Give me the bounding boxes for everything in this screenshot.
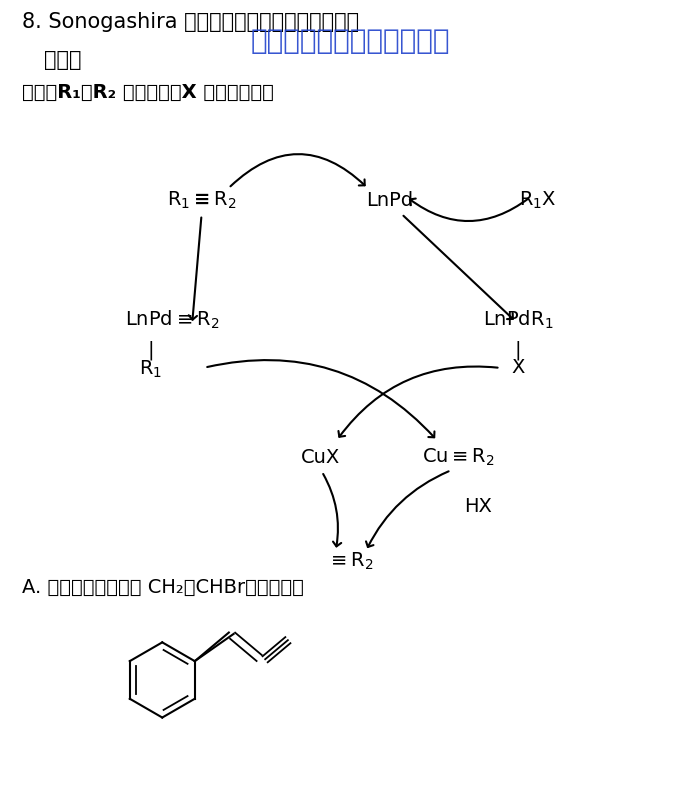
Text: A. 若原料用苯乙掘和 CH₂＝CHBr，则产物是: A. 若原料用苯乙掘和 CH₂＝CHBr，则产物是: [22, 578, 304, 597]
Text: 确的是: 确的是: [43, 50, 81, 69]
Text: 微信公众号关注：趣找答案: 微信公众号关注：趣找答案: [251, 27, 450, 55]
Text: X: X: [511, 359, 525, 377]
Text: LnPdR$_1$: LnPdR$_1$: [483, 308, 553, 331]
Text: R$_1$X: R$_1$X: [519, 189, 557, 210]
Text: |: |: [514, 340, 522, 360]
Text: LnPd: LnPd: [366, 191, 413, 210]
Text: |: |: [147, 340, 154, 360]
Text: $\equiv$R$_2$: $\equiv$R$_2$: [326, 551, 374, 572]
Text: CuX: CuX: [301, 448, 340, 466]
Text: R$_1$: R$_1$: [139, 359, 162, 380]
Text: 8. Sonogashira 偶联反应机理如图所示，说法正: 8. Sonogashira 偶联反应机理如图所示，说法正: [22, 12, 359, 32]
Text: LnPd$\equiv$R$_2$: LnPd$\equiv$R$_2$: [125, 308, 219, 331]
Text: R$_1$$\mathbf{\equiv}$R$_2$: R$_1$$\mathbf{\equiv}$R$_2$: [167, 189, 237, 210]
Text: 已知：R₁、R₂ 表示烃基，X 表示卤原子。: 已知：R₁、R₂ 表示烃基，X 表示卤原子。: [22, 84, 274, 102]
Text: HX: HX: [465, 497, 492, 516]
Text: Cu$\equiv$R$_2$: Cu$\equiv$R$_2$: [422, 447, 495, 468]
